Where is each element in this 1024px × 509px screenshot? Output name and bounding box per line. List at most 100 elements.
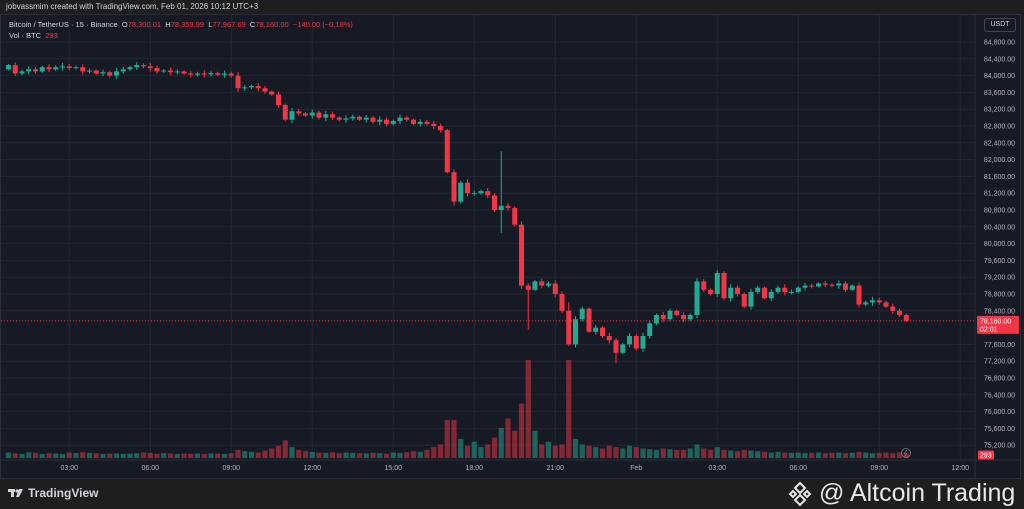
- volume-bar: [667, 449, 673, 458]
- candle-body: [458, 182, 464, 202]
- candle-body: [53, 67, 59, 70]
- candle-body: [903, 315, 909, 321]
- volume-bar: [707, 449, 714, 458]
- time-tick-label: 18:00: [465, 465, 483, 472]
- volume-bar: [147, 452, 153, 458]
- tradingview-brand: TradingView: [28, 486, 99, 500]
- candle: [208, 70, 214, 77]
- volume-bar: [59, 453, 66, 458]
- candle-body: [566, 310, 572, 345]
- candle-body: [620, 344, 626, 353]
- volume-bar: [687, 448, 693, 458]
- candle: [782, 284, 788, 296]
- volume-bar: [80, 452, 86, 458]
- ohlc-row: Bitcoin / TetherUS · 15 · Binance O78,30…: [9, 19, 353, 30]
- candle-body: [883, 302, 889, 307]
- last-price-badge: [977, 315, 1019, 334]
- candle-body: [674, 310, 680, 315]
- candle: [255, 82, 261, 92]
- volume-bar: [518, 403, 525, 458]
- candle: [843, 281, 848, 293]
- volume-bar: [606, 445, 612, 458]
- candle: [775, 285, 781, 294]
- volume-bar: [890, 453, 896, 458]
- lightning-icon[interactable]: [901, 448, 911, 458]
- symbol-name[interactable]: Bitcoin / TetherUS · 15 · Binance: [9, 20, 118, 29]
- volume-bar: [451, 419, 457, 458]
- volume-bar: [620, 448, 626, 458]
- tradingview-logo[interactable]: TradingView: [8, 486, 98, 500]
- candle: [687, 313, 693, 321]
- price-tick-label: 77,200.00: [984, 359, 1015, 366]
- volume-bar: [586, 445, 592, 458]
- candle-body: [586, 308, 592, 332]
- candle-body: [593, 327, 599, 332]
- candle-body: [147, 66, 153, 69]
- candle: [26, 66, 32, 75]
- price-tick-label: 81,600.00: [984, 174, 1015, 181]
- candle: [120, 67, 126, 74]
- candle-body: [741, 294, 747, 307]
- volume-bar: [559, 444, 565, 458]
- volume-bar: [647, 449, 653, 458]
- candle-body: [647, 323, 653, 336]
- volume-bar: [903, 454, 909, 458]
- price-tick-label: 76,400.00: [984, 392, 1015, 399]
- candle-body: [417, 121, 423, 124]
- candle: [228, 71, 234, 78]
- volume-bar: [842, 453, 849, 458]
- candle: [269, 90, 275, 96]
- volume-bar: [343, 452, 349, 458]
- candle-body: [600, 327, 605, 336]
- candle: [377, 116, 383, 126]
- candle: [390, 119, 396, 126]
- volume-bar: [73, 453, 79, 458]
- candle-body: [215, 73, 221, 75]
- watermark-text: @ Altcoin Trading: [819, 479, 1016, 507]
- volume-bar: [599, 448, 606, 458]
- candle: [154, 65, 160, 74]
- candle-body: [822, 283, 828, 285]
- currency-button[interactable]: USDT: [984, 18, 1016, 32]
- candle-body: [539, 281, 545, 286]
- candle-body: [262, 88, 268, 92]
- candle: [633, 334, 639, 351]
- candle-body: [809, 285, 815, 287]
- volume-bar: [613, 447, 619, 458]
- candle-body: [849, 285, 855, 290]
- candle-body: [465, 182, 470, 194]
- candle: [87, 68, 92, 74]
- volume-bar: [768, 452, 774, 458]
- candle-body: [755, 287, 761, 292]
- volume-bar: [795, 452, 801, 458]
- candle: [789, 289, 794, 295]
- candle-body: [768, 291, 774, 299]
- volume-bar: [417, 451, 423, 458]
- volume-bar: [539, 444, 545, 458]
- candle-body: [296, 111, 302, 114]
- candle-body: [492, 195, 497, 210]
- candle-body: [33, 69, 38, 72]
- symbol-legend: Bitcoin / TetherUS · 15 · Binance O78,30…: [9, 19, 353, 41]
- candle-body: [208, 73, 214, 75]
- volume-bar: [728, 450, 734, 458]
- volume-bar: [26, 452, 32, 458]
- candle-body: [26, 69, 32, 72]
- candle-body: [876, 300, 882, 303]
- volume-bar: [262, 450, 268, 458]
- price-tick-label: 78,400.00: [984, 308, 1015, 315]
- candle: [357, 115, 362, 121]
- candle: [303, 112, 308, 117]
- volume-bar: [478, 447, 484, 458]
- candle: [755, 285, 761, 295]
- candle: [654, 313, 659, 325]
- time-tick-label: 06:00: [141, 465, 159, 472]
- chart-credit: jobvassmim created with TradingView.com,…: [6, 2, 259, 11]
- candle-body: [303, 113, 308, 116]
- candle: [188, 70, 194, 78]
- price-tick-label: 77,600.00: [984, 342, 1015, 349]
- candle-body: [721, 273, 727, 299]
- volume-label[interactable]: Vol · BTC: [9, 31, 42, 40]
- chart-panel[interactable]: [0, 14, 1021, 479]
